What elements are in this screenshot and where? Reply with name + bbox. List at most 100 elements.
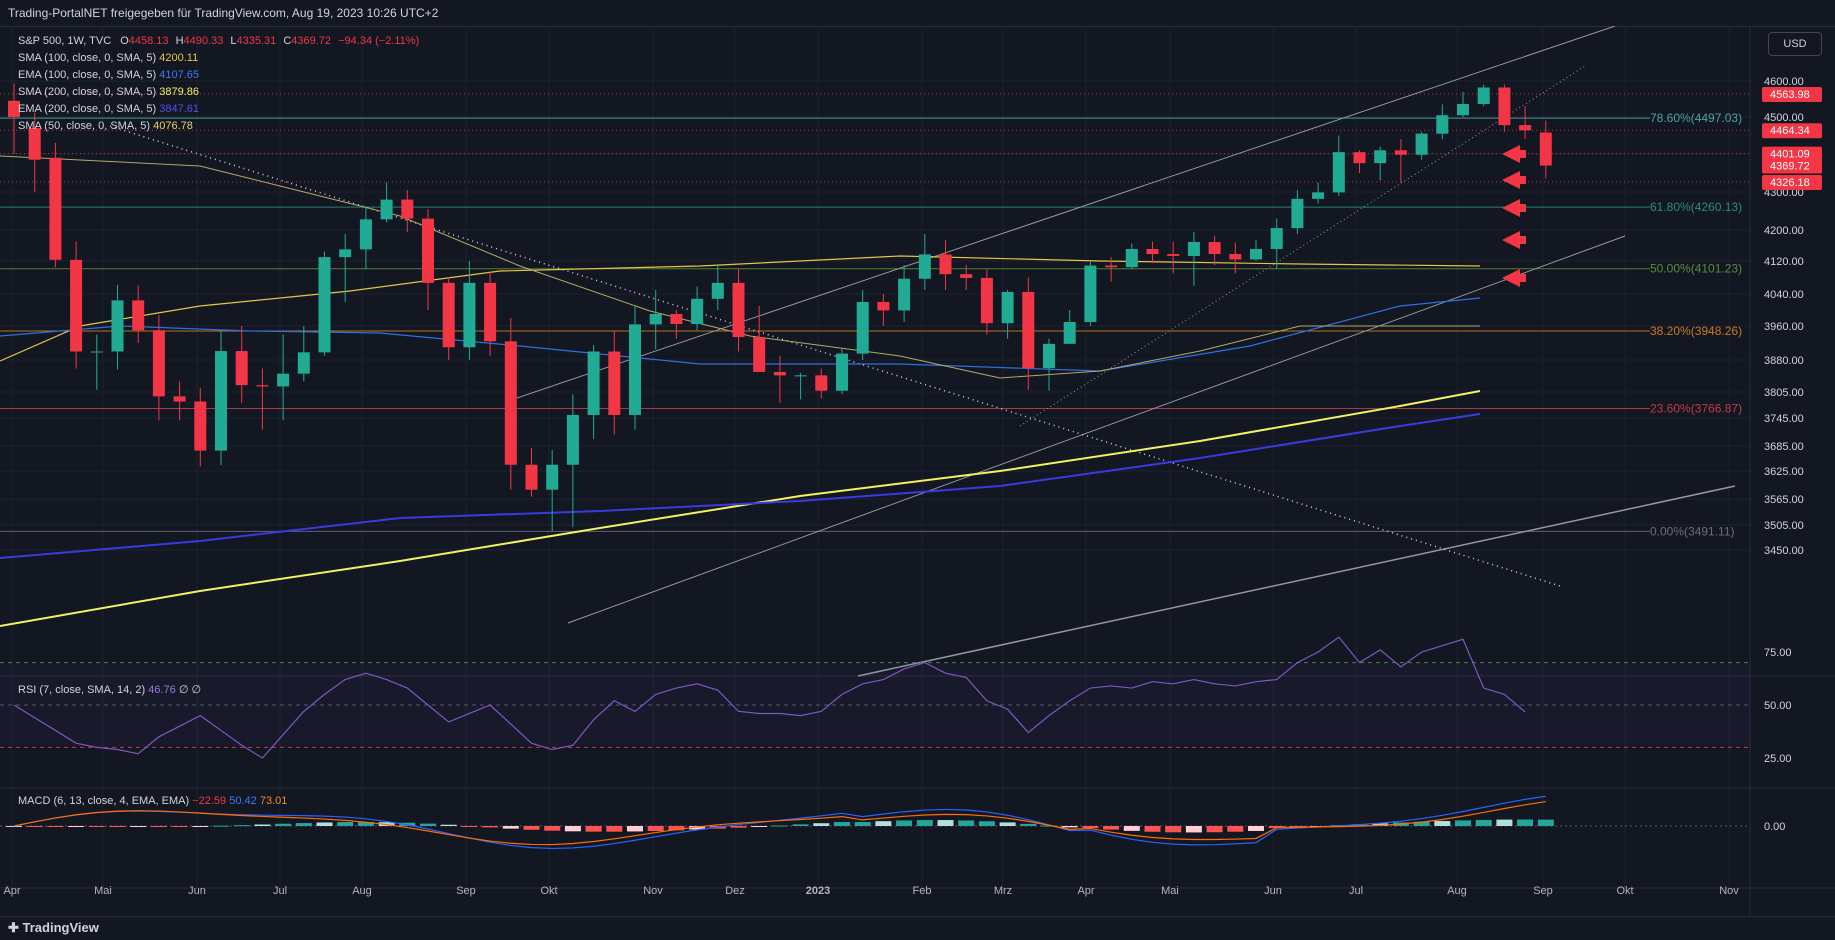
close-value: 4369.72 bbox=[291, 35, 332, 47]
candle-body bbox=[753, 337, 766, 372]
indicator-ema200[interactable]: EMA (200, close, 0, SMA, 5) 3847.61 bbox=[18, 102, 199, 116]
indicator-sma200[interactable]: SMA (200, close, 0, SMA, 5) 3879.86 bbox=[18, 85, 199, 99]
macd-histogram-bar bbox=[440, 824, 457, 826]
candle-body bbox=[546, 464, 559, 490]
currency-button[interactable]: USD bbox=[1768, 32, 1822, 56]
macd-histogram-bar bbox=[109, 826, 126, 827]
chart-svg[interactable]: 78.60%(4497.03) 61.80%(4260.13) 50.00%(410… bbox=[0, 25, 1835, 916]
price-tick-label: 4200.00 bbox=[1764, 225, 1804, 237]
candle-body bbox=[1063, 322, 1076, 344]
price-tick-label: 3745.00 bbox=[1764, 413, 1804, 425]
candle-body bbox=[1312, 192, 1325, 199]
fib-level-label: 38.20%(3948.26) bbox=[1650, 324, 1742, 338]
macd-histogram-bar bbox=[834, 822, 850, 826]
fib-level-label: 61.80%(4260.13) bbox=[1650, 200, 1742, 214]
macd-histogram-bar bbox=[88, 826, 105, 827]
candle-body bbox=[877, 302, 890, 311]
price-tick-label: 3880.00 bbox=[1764, 355, 1804, 367]
macd-histogram-bar bbox=[130, 826, 147, 827]
symbol-name: S&P 500, 1W, TVC bbox=[18, 35, 112, 47]
indicator-value: 4076.78 bbox=[153, 120, 193, 132]
candle-body bbox=[566, 414, 579, 465]
macd-histogram-bar bbox=[420, 823, 436, 826]
footer: ✚ TradingView bbox=[0, 916, 1835, 940]
sma50-line bbox=[0, 155, 1480, 379]
macd-histogram-bar bbox=[1455, 820, 1471, 826]
candle-body bbox=[918, 254, 931, 279]
macd-histogram-bar bbox=[337, 822, 354, 826]
price-label-box bbox=[1762, 175, 1822, 191]
macd-histogram-bar bbox=[937, 820, 954, 826]
macd-histogram-bar bbox=[1082, 826, 1099, 829]
candle-body bbox=[401, 199, 414, 219]
macd-histogram-bar bbox=[958, 820, 975, 826]
support-line bbox=[857, 485, 1736, 677]
price-tick-label: 3505.00 bbox=[1764, 520, 1804, 532]
candle-body bbox=[773, 371, 786, 376]
rsi-axis-label: 50.00 bbox=[1764, 700, 1792, 712]
arrow-marker bbox=[1502, 269, 1526, 287]
rsi-label: RSI (7, close, SMA, 14, 2) bbox=[18, 684, 146, 696]
candle-body bbox=[28, 128, 41, 160]
price-tick-label: 3805.00 bbox=[1764, 387, 1804, 399]
candle-body bbox=[1022, 291, 1035, 369]
macd-histogram-bar bbox=[1185, 826, 1202, 833]
macd-histogram-bar bbox=[1434, 821, 1451, 826]
fib-level-label: 23.60%(3766.87) bbox=[1650, 402, 1742, 416]
macd-histogram-bar bbox=[150, 826, 167, 827]
trendlines bbox=[109, 25, 1736, 677]
chart-area[interactable]: 78.60%(4497.03) 61.80%(4260.13) 50.00%(410… bbox=[0, 25, 1835, 916]
rsi-legend[interactable]: RSI (7, close, SMA, 14, 2) 46.76 ∅ ∅ bbox=[18, 683, 201, 697]
macd-legend[interactable]: MACD (6, 13, close, 4, EMA, EMA) −22.59 … bbox=[18, 794, 287, 808]
low-label: L bbox=[230, 35, 237, 47]
macd-histogram-bar bbox=[254, 824, 271, 826]
candle-body bbox=[318, 257, 331, 353]
macd-histogram-bar bbox=[1144, 826, 1161, 832]
symbol-legend[interactable]: S&P 500, 1W, TVC O4458.13 H4490.33 L4335… bbox=[18, 34, 419, 48]
candle-body bbox=[691, 298, 704, 324]
candle-body bbox=[794, 375, 807, 377]
candle-body bbox=[484, 282, 497, 342]
price-tick-label: 4040.00 bbox=[1764, 289, 1804, 301]
time-tick-label: Jun bbox=[188, 885, 206, 897]
indicator-label: SMA (50, close, 0, SMA, 5) bbox=[18, 120, 151, 132]
candle-body bbox=[1105, 265, 1118, 268]
indicator-value: 3847.61 bbox=[159, 103, 199, 115]
price-label-text: 4401.09 bbox=[1770, 149, 1810, 161]
time-tick-label: 2023 bbox=[806, 885, 830, 897]
share-title: Trading-PortalNET freigegeben für Tradin… bbox=[8, 6, 439, 20]
macd-histogram-bar bbox=[585, 826, 602, 832]
change-value: −94.34 (−2.11%) bbox=[338, 35, 420, 47]
brand-name: TradingView bbox=[22, 920, 99, 935]
macd-histogram-bar bbox=[813, 823, 830, 826]
macd-histogram-bar bbox=[6, 826, 22, 827]
macd-histogram-bar bbox=[1123, 826, 1140, 831]
indicator-sma100[interactable]: SMA (100, close, 0, SMA, 5) 4200.11 bbox=[18, 51, 198, 65]
channel-lower-line bbox=[567, 235, 1626, 624]
ema100-line bbox=[0, 297, 1481, 372]
candle-body bbox=[1457, 104, 1469, 116]
indicator-label: EMA (100, close, 0, SMA, 5) bbox=[18, 69, 157, 81]
price-tick-label: 4500.00 bbox=[1764, 112, 1804, 124]
rsi-line bbox=[13, 636, 1526, 759]
indicator-ema100[interactable]: EMA (100, close, 0, SMA, 5) 4107.65 bbox=[18, 68, 199, 82]
candle-body bbox=[1519, 125, 1532, 131]
price-axis: 4600.004500.004400.004300.004200.004120.… bbox=[1764, 76, 1804, 557]
tradingview-logo[interactable]: ✚ TradingView bbox=[8, 920, 99, 936]
time-axis: Apr Mai Jun Jul Aug Sep Okt Nov Dez 2023 Feb Mrz Apr… bbox=[3, 885, 1739, 897]
price-tick-label: 3960.00 bbox=[1764, 321, 1804, 333]
arrow-marker bbox=[1502, 199, 1526, 217]
rsi-value: 46.76 bbox=[148, 684, 176, 696]
sma200-line bbox=[0, 390, 1481, 627]
macd-histogram-bar bbox=[171, 826, 188, 827]
macd-histogram-bar bbox=[896, 820, 913, 826]
price-label-box bbox=[1762, 123, 1822, 139]
open-label: O bbox=[120, 35, 129, 47]
macd-histogram-bar bbox=[357, 821, 374, 826]
macd-histogram-bar bbox=[502, 826, 519, 829]
macd-histogram-bar bbox=[606, 826, 623, 832]
indicator-label: EMA (200, close, 0, SMA, 5) bbox=[18, 103, 157, 115]
candle-body bbox=[1270, 228, 1283, 249]
indicator-sma50[interactable]: SMA (50, close, 0, SMA, 5) 4076.78 bbox=[18, 119, 193, 133]
macd-histogram-bar bbox=[233, 825, 250, 827]
